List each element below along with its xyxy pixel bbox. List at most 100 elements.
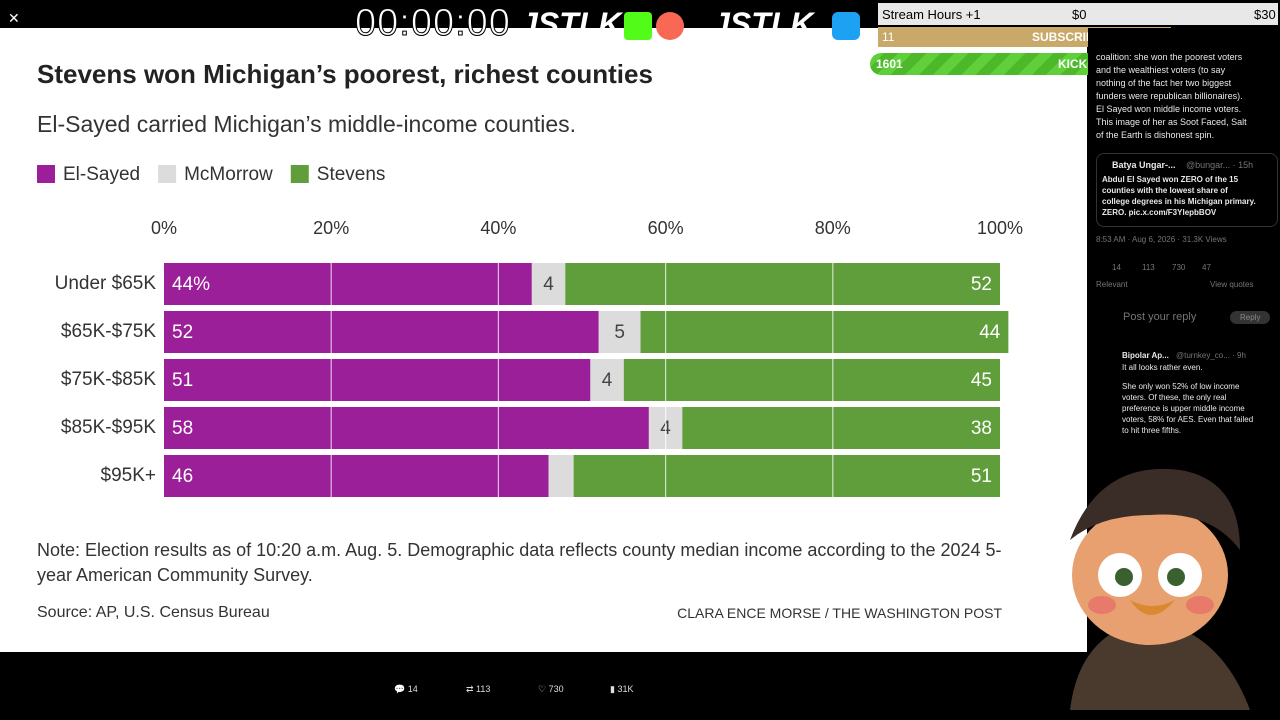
category-label: $75K-$85K <box>61 369 156 390</box>
value-label: 52 <box>172 322 193 343</box>
sort-relevant: Relevant <box>1096 280 1128 289</box>
reply-text: voters. Of these, the only real <box>1122 393 1227 402</box>
hours-bar <box>878 3 1278 25</box>
category-label: $85K-$95K <box>61 417 156 438</box>
bar-segment <box>548 455 574 497</box>
value-label: 52 <box>971 274 992 295</box>
category-label: $65K-$75K <box>61 321 156 342</box>
bar-segment <box>590 359 624 401</box>
post-stat: 14 <box>1112 263 1121 272</box>
legend-swatch <box>290 165 309 183</box>
kick-icon <box>624 12 652 40</box>
quote-handle: @bungar... · 15h <box>1186 160 1254 170</box>
quote-card[interactable] <box>1096 153 1278 227</box>
value-label: 5 <box>614 322 625 343</box>
bar-segment <box>164 407 649 449</box>
quote-author: Batya Ungar-... <box>1112 160 1176 170</box>
bottom-bar <box>0 652 1087 720</box>
reply-button: Reply <box>1230 311 1271 324</box>
like-count[interactable]: ♡ 730 <box>538 684 564 694</box>
x-tick-label: 80% <box>815 218 851 238</box>
quote-text: counties with the lowest share of <box>1102 186 1228 195</box>
value-label: 51 <box>172 370 193 391</box>
view-count-text: 31K <box>617 684 634 694</box>
like-count-text: 730 <box>548 684 564 694</box>
bar-segment <box>164 263 532 305</box>
reply-text: to hit three fifths. <box>1122 426 1182 435</box>
legend-swatch <box>158 165 177 183</box>
bar-segment <box>623 359 1000 401</box>
bar-segment <box>531 263 566 305</box>
value-label: 51 <box>971 466 992 487</box>
value-label: 4 <box>602 370 613 391</box>
value-label: 44% <box>172 274 210 295</box>
repost-count[interactable]: ⇄ 113 <box>466 684 491 694</box>
value-label: 58 <box>172 418 193 439</box>
quote-text: Abdul El Sayed won ZERO of the 15 <box>1102 175 1239 184</box>
legend-label: El-Sayed <box>63 164 140 185</box>
repost-count-text: 113 <box>476 684 491 694</box>
hours-min: $0 <box>1072 7 1087 22</box>
post-text: nothing of the fact her two biggest <box>1096 78 1232 88</box>
streamer-avatar <box>1070 468 1250 710</box>
post-text: of the Earth is dishonest spin. <box>1096 130 1215 140</box>
reply-count-text: 14 <box>407 684 418 694</box>
bar-segment <box>682 407 1000 449</box>
post-text: and the wealthiest voters (to say <box>1096 65 1226 75</box>
post-text: El Sayed won middle income voters. <box>1096 104 1242 114</box>
value-label: 44 <box>979 322 1001 343</box>
post-stat: 730 <box>1172 263 1186 272</box>
reply-prompt: Post your reply <box>1123 311 1197 323</box>
twitter-icon <box>832 12 860 40</box>
reply-count[interactable]: 💬 14 <box>394 684 418 694</box>
twitter-sidebar: coalition: she won the poorest voters and… <box>1088 28 1280 468</box>
chart-title: Stevens won Michigan’s poorest, richest … <box>37 59 653 89</box>
close-icon[interactable]: ✕ <box>8 10 20 26</box>
chart-credit: CLARA ENCE MORSE / THE WASHINGTON POST <box>677 605 1002 621</box>
bar-segment <box>565 263 1000 305</box>
value-label: 38 <box>971 418 992 439</box>
reply-text: It all looks rather even. <box>1122 363 1203 372</box>
post-stat: 113 <box>1142 263 1155 272</box>
category-label: Under $65K <box>55 273 157 294</box>
x-tick-label: 60% <box>648 218 684 238</box>
category-label: $95K+ <box>101 465 156 486</box>
x-tick-label: 0% <box>151 218 177 238</box>
legend-swatch <box>37 165 55 183</box>
patreon-icon <box>656 12 684 40</box>
reply-author: Bipolar Ap... <box>1122 351 1169 360</box>
bar-segment <box>164 311 599 353</box>
chart-source: Source: AP, U.S. Census Bureau <box>37 604 270 621</box>
kicks-count: 1601 <box>876 57 903 71</box>
stream-timer: 00:00:00 <box>355 2 511 45</box>
legend-label: Stevens <box>317 164 386 185</box>
view-count[interactable]: ▮ 31K <box>610 684 634 694</box>
subs-count: 11 <box>882 30 895 44</box>
bar-segment <box>164 359 591 401</box>
chart-subtitle: El-Sayed carried Michigan’s middle-incom… <box>37 111 576 137</box>
reply-text: She only won 52% of low income <box>1122 382 1240 391</box>
chart-note: Note: Election results as of 10:20 a.m. … <box>37 540 1002 585</box>
hours-label: Stream Hours +1 <box>882 7 981 22</box>
value-label: 4 <box>543 274 554 295</box>
quote-text: ZERO. pic.x.com/F3YlepbBOV <box>1102 208 1217 217</box>
value-label: 46 <box>172 466 193 487</box>
x-tick-label: 100% <box>977 218 1023 238</box>
brand-twitter: JSTLK. <box>712 6 823 42</box>
reply-text: preference is upper middle income <box>1122 404 1245 413</box>
kicks-label: KICKS <box>1058 57 1096 71</box>
value-label: 45 <box>971 370 992 391</box>
legend-label: McMorrow <box>184 164 273 185</box>
quote-text: college degrees in his Michigan primary. <box>1102 197 1256 206</box>
bar-segment <box>640 311 1009 353</box>
reply-text: voters, 58% for AES. Even that failed <box>1122 415 1254 424</box>
chart: Stevens won Michigan’s poorest, richest … <box>37 59 1023 497</box>
post-text: This image of her as Soot Faced, Salt <box>1096 117 1247 127</box>
reply-handle: @turnkey_co... · 9h <box>1176 351 1246 360</box>
bar-segment <box>164 455 549 497</box>
post-text: coalition: she won the poorest voters <box>1096 52 1243 62</box>
view-quotes: View quotes <box>1210 280 1254 289</box>
hours-max: $30 <box>1254 7 1276 22</box>
x-tick-label: 20% <box>313 218 349 238</box>
post-timestamp: 8:53 AM · Aug 6, 2026 · 31.3K Views <box>1096 235 1227 244</box>
